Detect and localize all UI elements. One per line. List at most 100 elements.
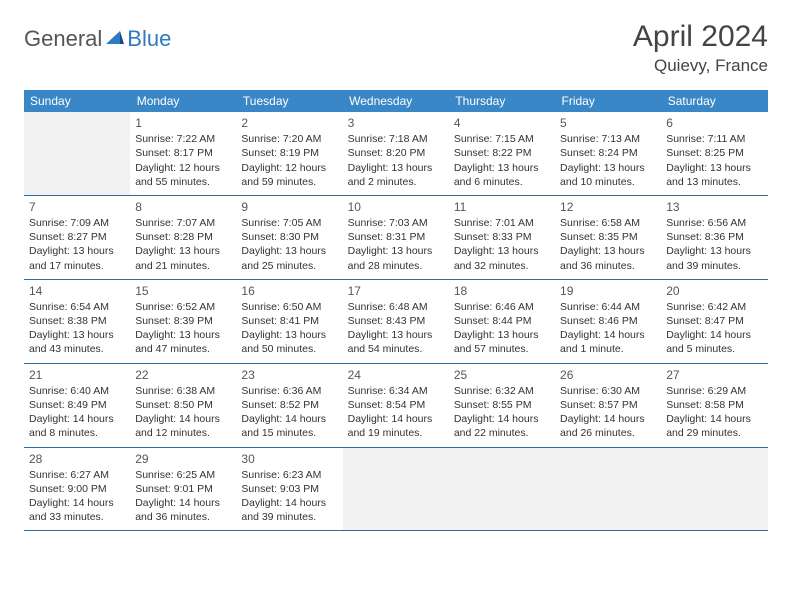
sunset-text: Sunset: 8:17 PM [135, 146, 231, 160]
sunrise-text: Sunrise: 6:58 AM [560, 216, 656, 230]
daylight-text: Daylight: 14 hours and 33 minutes. [29, 496, 125, 524]
day-number: 21 [29, 367, 125, 383]
day-number: 11 [454, 199, 550, 215]
sunset-text: Sunset: 8:24 PM [560, 146, 656, 160]
sunrise-text: Sunrise: 7:01 AM [454, 216, 550, 230]
calendar-cell: 16Sunrise: 6:50 AMSunset: 8:41 PMDayligh… [236, 279, 342, 363]
day-number: 10 [348, 199, 444, 215]
calendar-cell: 5Sunrise: 7:13 AMSunset: 8:24 PMDaylight… [555, 112, 661, 195]
sunset-text: Sunset: 8:35 PM [560, 230, 656, 244]
sunset-text: Sunset: 8:49 PM [29, 398, 125, 412]
calendar-cell: 17Sunrise: 6:48 AMSunset: 8:43 PMDayligh… [343, 279, 449, 363]
sunrise-text: Sunrise: 7:07 AM [135, 216, 231, 230]
daylight-text: Daylight: 14 hours and 12 minutes. [135, 412, 231, 440]
day-number: 8 [135, 199, 231, 215]
sunset-text: Sunset: 8:47 PM [666, 314, 762, 328]
calendar-cell: 26Sunrise: 6:30 AMSunset: 8:57 PMDayligh… [555, 363, 661, 447]
sunset-text: Sunset: 8:22 PM [454, 146, 550, 160]
calendar-cell: 24Sunrise: 6:34 AMSunset: 8:54 PMDayligh… [343, 363, 449, 447]
calendar-cell: 20Sunrise: 6:42 AMSunset: 8:47 PMDayligh… [661, 279, 767, 363]
sunrise-text: Sunrise: 6:34 AM [348, 384, 444, 398]
calendar-cell: 30Sunrise: 6:23 AMSunset: 9:03 PMDayligh… [236, 447, 342, 531]
daylight-text: Daylight: 13 hours and 13 minutes. [666, 161, 762, 189]
sunrise-text: Sunrise: 7:11 AM [666, 132, 762, 146]
location-label: Quievy, France [633, 56, 768, 76]
sunrise-text: Sunrise: 6:30 AM [560, 384, 656, 398]
calendar-cell: 13Sunrise: 6:56 AMSunset: 8:36 PMDayligh… [661, 195, 767, 279]
sunrise-text: Sunrise: 6:29 AM [666, 384, 762, 398]
day-number: 25 [454, 367, 550, 383]
day-number: 5 [560, 115, 656, 131]
calendar-cell: 4Sunrise: 7:15 AMSunset: 8:22 PMDaylight… [449, 112, 555, 195]
daylight-text: Daylight: 14 hours and 5 minutes. [666, 328, 762, 356]
calendar-cell-empty [449, 447, 555, 531]
sunrise-text: Sunrise: 6:42 AM [666, 300, 762, 314]
sunset-text: Sunset: 8:33 PM [454, 230, 550, 244]
sunset-text: Sunset: 8:30 PM [241, 230, 337, 244]
calendar-cell: 1Sunrise: 7:22 AMSunset: 8:17 PMDaylight… [130, 112, 236, 195]
page: General Blue April 2024 Quievy, France S… [0, 0, 792, 551]
day-header: Thursday [449, 90, 555, 112]
day-number: 19 [560, 283, 656, 299]
calendar-cell: 9Sunrise: 7:05 AMSunset: 8:30 PMDaylight… [236, 195, 342, 279]
sunset-text: Sunset: 9:01 PM [135, 482, 231, 496]
daylight-text: Daylight: 14 hours and 15 minutes. [241, 412, 337, 440]
month-title: April 2024 [633, 20, 768, 54]
calendar-cell: 14Sunrise: 6:54 AMSunset: 8:38 PMDayligh… [24, 279, 130, 363]
calendar-cell-empty [555, 447, 661, 531]
sunset-text: Sunset: 8:36 PM [666, 230, 762, 244]
sunset-text: Sunset: 8:39 PM [135, 314, 231, 328]
calendar-week-row: 28Sunrise: 6:27 AMSunset: 9:00 PMDayligh… [24, 447, 768, 531]
sunset-text: Sunset: 8:54 PM [348, 398, 444, 412]
calendar-cell: 6Sunrise: 7:11 AMSunset: 8:25 PMDaylight… [661, 112, 767, 195]
sunrise-text: Sunrise: 6:38 AM [135, 384, 231, 398]
sunset-text: Sunset: 8:20 PM [348, 146, 444, 160]
calendar-cell: 8Sunrise: 7:07 AMSunset: 8:28 PMDaylight… [130, 195, 236, 279]
daylight-text: Daylight: 13 hours and 2 minutes. [348, 161, 444, 189]
sunrise-text: Sunrise: 6:54 AM [29, 300, 125, 314]
daylight-text: Daylight: 12 hours and 55 minutes. [135, 161, 231, 189]
day-number: 3 [348, 115, 444, 131]
day-number: 6 [666, 115, 762, 131]
day-number: 4 [454, 115, 550, 131]
day-header: Wednesday [343, 90, 449, 112]
logo-triangle-icon [106, 29, 124, 50]
calendar-cell: 10Sunrise: 7:03 AMSunset: 8:31 PMDayligh… [343, 195, 449, 279]
sunrise-text: Sunrise: 7:09 AM [29, 216, 125, 230]
sunset-text: Sunset: 8:57 PM [560, 398, 656, 412]
calendar-cell: 7Sunrise: 7:09 AMSunset: 8:27 PMDaylight… [24, 195, 130, 279]
sunset-text: Sunset: 8:38 PM [29, 314, 125, 328]
sunrise-text: Sunrise: 7:22 AM [135, 132, 231, 146]
day-number: 16 [241, 283, 337, 299]
day-header: Friday [555, 90, 661, 112]
day-number: 14 [29, 283, 125, 299]
calendar-cell: 22Sunrise: 6:38 AMSunset: 8:50 PMDayligh… [130, 363, 236, 447]
calendar-body: 1Sunrise: 7:22 AMSunset: 8:17 PMDaylight… [24, 112, 768, 531]
daylight-text: Daylight: 14 hours and 39 minutes. [241, 496, 337, 524]
calendar-cell: 2Sunrise: 7:20 AMSunset: 8:19 PMDaylight… [236, 112, 342, 195]
day-header: Tuesday [236, 90, 342, 112]
calendar-cell: 23Sunrise: 6:36 AMSunset: 8:52 PMDayligh… [236, 363, 342, 447]
sunset-text: Sunset: 8:44 PM [454, 314, 550, 328]
daylight-text: Daylight: 14 hours and 29 minutes. [666, 412, 762, 440]
day-header: Monday [130, 90, 236, 112]
daylight-text: Daylight: 13 hours and 54 minutes. [348, 328, 444, 356]
day-number: 20 [666, 283, 762, 299]
sunrise-text: Sunrise: 6:32 AM [454, 384, 550, 398]
sunrise-text: Sunrise: 7:05 AM [241, 216, 337, 230]
calendar-cell: 18Sunrise: 6:46 AMSunset: 8:44 PMDayligh… [449, 279, 555, 363]
daylight-text: Daylight: 14 hours and 26 minutes. [560, 412, 656, 440]
calendar-cell: 28Sunrise: 6:27 AMSunset: 9:00 PMDayligh… [24, 447, 130, 531]
calendar-cell: 19Sunrise: 6:44 AMSunset: 8:46 PMDayligh… [555, 279, 661, 363]
day-number: 30 [241, 451, 337, 467]
daylight-text: Daylight: 13 hours and 17 minutes. [29, 244, 125, 272]
calendar-week-row: 7Sunrise: 7:09 AMSunset: 8:27 PMDaylight… [24, 195, 768, 279]
day-number: 7 [29, 199, 125, 215]
sunset-text: Sunset: 9:03 PM [241, 482, 337, 496]
calendar-cell: 29Sunrise: 6:25 AMSunset: 9:01 PMDayligh… [130, 447, 236, 531]
sunrise-text: Sunrise: 7:13 AM [560, 132, 656, 146]
day-number: 28 [29, 451, 125, 467]
logo-text-blue: Blue [127, 26, 171, 52]
sunrise-text: Sunrise: 7:03 AM [348, 216, 444, 230]
sunset-text: Sunset: 8:50 PM [135, 398, 231, 412]
